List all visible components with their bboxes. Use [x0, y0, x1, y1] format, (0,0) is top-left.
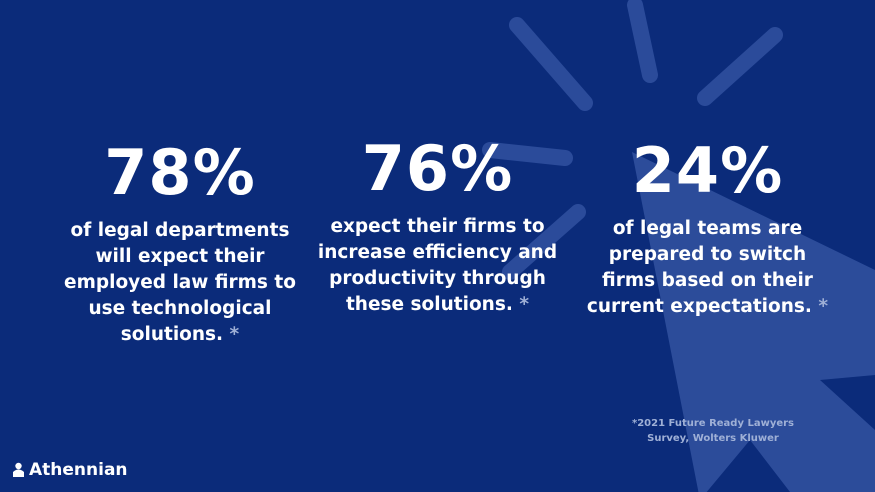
stat-number: 76% — [361, 132, 514, 205]
asterisk: * — [519, 294, 530, 315]
stat-description: expect their firms to increase efficienc… — [315, 214, 560, 318]
footnote-line-1: *2021 Future Ready Lawyers — [631, 418, 795, 429]
stat-number: 78% — [104, 136, 256, 209]
stat-24: 24% of legal teams are prepared to switc… — [580, 140, 835, 320]
logo-text: Athennian — [29, 460, 128, 480]
athennian-logo: Athennian — [12, 460, 128, 480]
stat-text: expect their firms to increase efficienc… — [317, 216, 558, 315]
click-ray-2 — [627, 0, 658, 83]
asterisk: * — [229, 324, 240, 345]
click-ray-4 — [482, 142, 573, 166]
athennian-logo-icon — [13, 462, 24, 477]
click-ray-5 — [502, 204, 586, 280]
stat-number: 24% — [631, 134, 784, 207]
click-ray-3 — [697, 27, 783, 106]
stat-description: of legal teams are prepared to switch fi… — [580, 216, 835, 320]
stat-76: 76% expect their firms to increase effic… — [315, 138, 560, 318]
stat-78: 78% of legal departments will expect the… — [55, 142, 305, 348]
stat-text: of legal departments will expect their e… — [64, 220, 296, 345]
click-ray-1 — [509, 17, 593, 111]
stat-text: of legal teams are prepared to switch fi… — [586, 218, 813, 317]
asterisk: * — [818, 296, 829, 317]
cursor-arrow-icon — [632, 152, 875, 492]
stat-description: of legal departments will expect their e… — [55, 218, 305, 348]
footnote-line-2: Survey, Wolters Kluwer — [647, 433, 779, 444]
source-footnote: *2021 Future Ready Lawyers Survey, Wolte… — [613, 416, 813, 446]
